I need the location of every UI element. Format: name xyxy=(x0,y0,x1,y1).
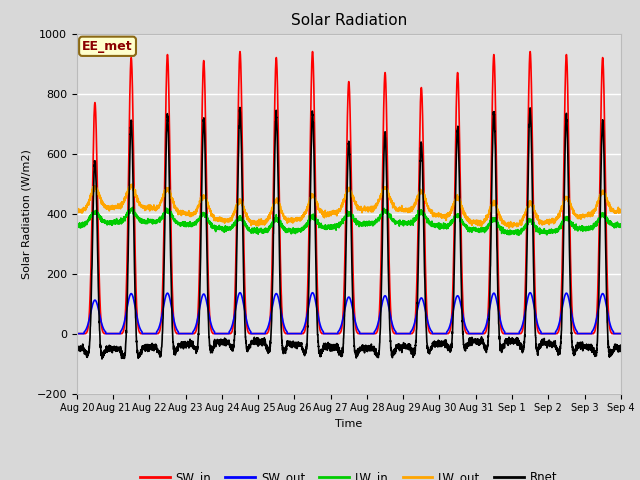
Line: LW_in: LW_in xyxy=(77,207,621,235)
Rnet xyxy=(73,342,81,348)
X-axis label: Time: Time xyxy=(335,419,362,429)
SW_out xyxy=(616,331,624,336)
Rnet xyxy=(616,345,624,350)
Text: EE_met: EE_met xyxy=(82,40,133,53)
SW_out xyxy=(441,331,449,336)
Line: Rnet: Rnet xyxy=(77,108,621,359)
LW_out xyxy=(441,212,449,218)
SW_out xyxy=(73,331,81,336)
LW_out xyxy=(617,209,625,215)
LW_in xyxy=(617,221,625,227)
SW_in xyxy=(73,331,81,336)
Y-axis label: Solar Radiation (W/m2): Solar Radiation (W/m2) xyxy=(21,149,31,278)
Rnet xyxy=(329,344,337,349)
LW_out xyxy=(171,202,179,208)
Rnet xyxy=(441,340,449,346)
SW_out xyxy=(617,331,625,336)
SW_in xyxy=(171,325,179,331)
Rnet xyxy=(171,351,179,357)
SW_out xyxy=(328,331,336,336)
Rnet xyxy=(471,340,479,346)
LW_in xyxy=(171,217,179,223)
SW_out xyxy=(171,320,179,325)
LW_in xyxy=(471,225,479,230)
SW_out xyxy=(236,290,244,296)
LW_in xyxy=(502,228,509,233)
SW_in xyxy=(441,331,449,336)
SW_in xyxy=(616,331,624,336)
SW_in xyxy=(502,331,509,336)
LW_out xyxy=(505,225,513,231)
LW_out xyxy=(328,210,336,216)
LW_in xyxy=(616,222,624,228)
SW_in xyxy=(617,331,625,336)
Rnet xyxy=(236,105,244,110)
LW_out xyxy=(73,209,81,215)
LW_out xyxy=(471,219,479,225)
SW_out xyxy=(502,331,509,336)
Rnet xyxy=(502,336,509,342)
Line: SW_out: SW_out xyxy=(77,293,621,334)
SW_in xyxy=(236,48,244,54)
Rnet xyxy=(98,356,106,362)
SW_in xyxy=(328,331,336,336)
LW_in xyxy=(441,222,449,228)
LW_in xyxy=(515,232,523,238)
LW_in xyxy=(328,224,336,229)
Title: Solar Radiation: Solar Radiation xyxy=(291,13,407,28)
SW_in xyxy=(471,331,479,336)
Rnet xyxy=(617,342,625,348)
SW_out xyxy=(471,331,479,336)
LW_in xyxy=(73,221,81,227)
Line: LW_out: LW_out xyxy=(77,184,621,228)
Legend: SW_in, SW_out, LW_in, LW_out, Rnet: SW_in, SW_out, LW_in, LW_out, Rnet xyxy=(136,466,562,480)
Line: SW_in: SW_in xyxy=(77,51,621,334)
LW_out xyxy=(128,181,136,187)
LW_out xyxy=(502,220,509,226)
LW_out xyxy=(616,208,624,214)
LW_in xyxy=(129,204,136,210)
